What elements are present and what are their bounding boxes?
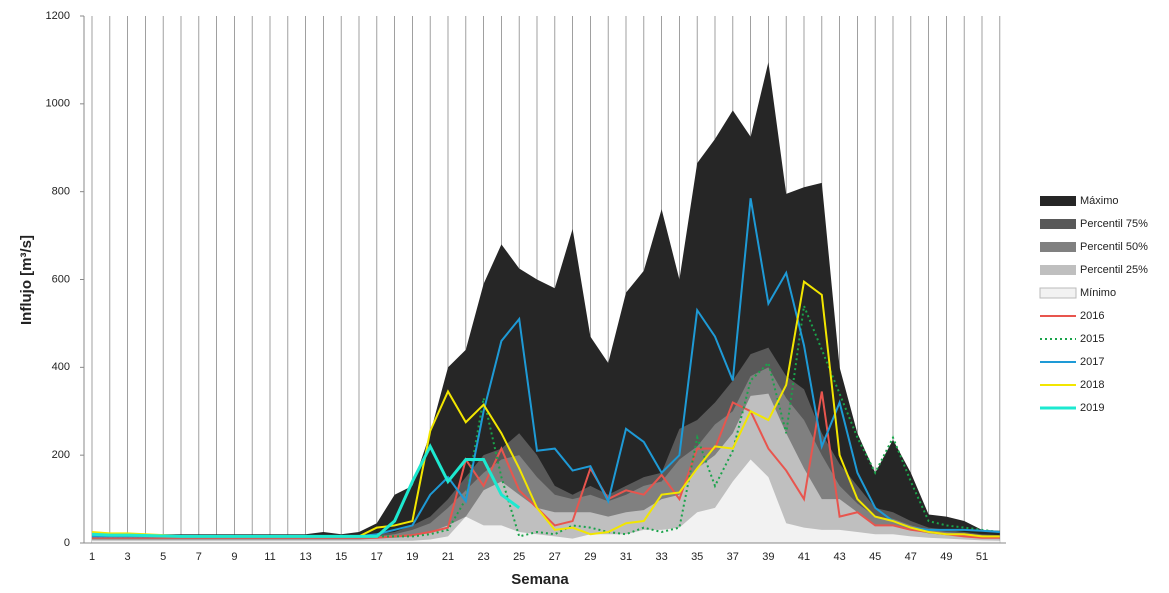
x-tick-label: 35 [691, 551, 703, 563]
y-tick-label: 0 [64, 537, 70, 549]
y-tick-label: 1200 [46, 10, 70, 22]
x-tick-label: 27 [549, 551, 561, 563]
x-tick-label: 37 [727, 551, 739, 563]
y-tick-label: 1000 [46, 98, 70, 110]
x-tick-label: 7 [196, 551, 202, 563]
x-tick-label: 17 [371, 551, 383, 563]
legend-label: Percentil 25% [1080, 264, 1148, 276]
x-tick-label: 9 [231, 551, 237, 563]
x-tick-label: 3 [125, 551, 131, 563]
line [91, 443, 521, 538]
x-tick-label: 5 [160, 551, 166, 563]
x-tick-label: 39 [762, 551, 774, 563]
legend-label: 2015 [1080, 333, 1104, 345]
x-tick-label: 19 [406, 551, 418, 563]
x-tick-label: 45 [869, 551, 881, 563]
y-axis-title: Influjo [m³/s] [18, 235, 35, 325]
legend-label: 2017 [1080, 356, 1104, 368]
x-tick-label: 11 [264, 551, 275, 563]
legend-swatch [1040, 242, 1076, 252]
x-tick-label: 47 [905, 551, 917, 563]
y-tick-label: 600 [52, 273, 70, 285]
legend-label: 2019 [1080, 402, 1104, 414]
x-tick-label: 15 [335, 551, 347, 563]
x-tick-label: 25 [513, 551, 525, 563]
legend-label: Percentil 75% [1080, 218, 1148, 230]
x-tick-label: 41 [798, 551, 810, 563]
x-axis-title: Semana [511, 571, 569, 588]
legend-label: 2016 [1080, 310, 1104, 322]
legend-swatch [1040, 219, 1076, 229]
x-tick-label: 21 [442, 551, 454, 563]
y-tick-label: 400 [52, 361, 70, 373]
x-tick-label: 23 [477, 551, 489, 563]
legend-swatch [1040, 265, 1076, 275]
legend-label: Mínimo [1080, 287, 1116, 299]
legend-label: Máximo [1080, 195, 1119, 207]
x-tick-label: 1 [89, 551, 95, 563]
x-tick-label: 29 [584, 551, 596, 563]
x-tick-label: 13 [299, 551, 311, 563]
x-tick-label: 43 [833, 551, 845, 563]
y-tick-label: 200 [52, 449, 70, 461]
x-tick-label: 33 [655, 551, 667, 563]
area [92, 459, 1000, 543]
legend-label: 2018 [1080, 379, 1104, 391]
x-tick-label: 51 [976, 551, 988, 563]
x-tick-label: 31 [620, 551, 632, 563]
legend-label: Percentil 50% [1080, 241, 1148, 253]
y-tick-label: 800 [52, 186, 70, 198]
legend-swatch [1040, 196, 1076, 206]
legend-swatch [1039, 287, 1077, 299]
x-tick-label: 49 [940, 551, 952, 563]
